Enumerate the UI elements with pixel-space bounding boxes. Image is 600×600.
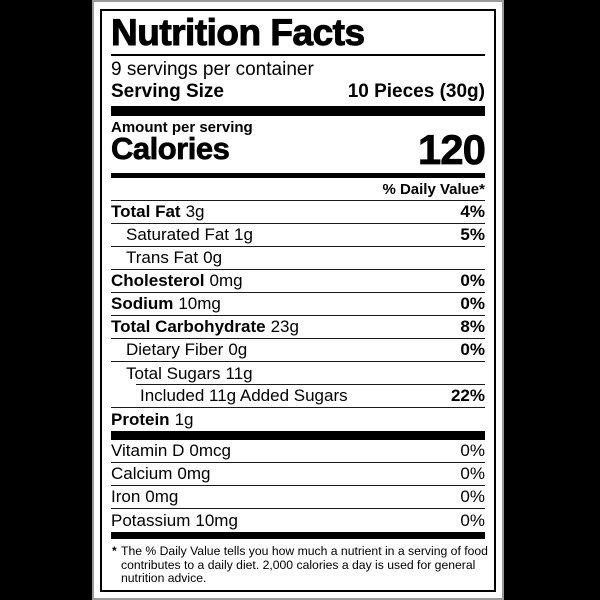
vitamin-amount: 0mcg bbox=[189, 441, 231, 460]
calories-label: Calories bbox=[111, 131, 231, 167]
nutrient-amount: 1g bbox=[174, 409, 194, 429]
nutrient-name: Total Sugars bbox=[126, 363, 221, 383]
serving-size-label: Serving Size bbox=[111, 81, 224, 102]
nutrient-amount: 0g bbox=[228, 340, 248, 359]
vitamin-name: Iron bbox=[111, 487, 141, 506]
divider-thick-middle bbox=[111, 431, 485, 440]
vitamin-row-calcium: Calcium 0mg 0% bbox=[111, 463, 485, 486]
nutrient-name: Dietary Fiber bbox=[126, 340, 224, 359]
nutrient-amount: 23g bbox=[270, 317, 299, 336]
vitamin-name: Calcium bbox=[111, 464, 173, 483]
serving-size-value: 10 Pieces (30g) bbox=[347, 81, 485, 102]
nutrient-row-protein: Protein 1g bbox=[111, 408, 485, 431]
footnote-asterisk: * bbox=[112, 544, 117, 558]
divider-medium bbox=[111, 173, 485, 178]
divider-thick-top bbox=[111, 106, 485, 116]
nutrient-name: Total Carbohydrate bbox=[111, 317, 266, 336]
nutrient-name: Sodium bbox=[111, 294, 174, 313]
amount-per-serving-label: Amount per serving bbox=[111, 119, 253, 136]
nutrient-row-total-fat: Total Fat 3g 4% bbox=[111, 201, 485, 224]
nutrient-dv: 4% bbox=[460, 202, 485, 221]
nutrient-name: Protein bbox=[111, 409, 170, 429]
nutrient-amount: 3g bbox=[185, 202, 205, 221]
label-title: Nutrition Facts bbox=[111, 11, 485, 56]
vitamin-dv: 0% bbox=[460, 510, 485, 530]
nutrient-row-saturated-fat: Saturated Fat 1g 5% bbox=[111, 224, 485, 247]
label-card: Nutrition Facts 9 servings per container… bbox=[92, 0, 504, 600]
vitamin-dv: 0% bbox=[460, 487, 485, 506]
nutrient-dv: 8% bbox=[460, 317, 485, 336]
nutrient-row-sodium: Sodium 10mg 0% bbox=[111, 293, 485, 316]
vitamin-row-vitamin-d: Vitamin D 0mcg 0% bbox=[111, 440, 485, 463]
nutrient-row-total-carbohydrate: Total Carbohydrate 23g 8% bbox=[111, 316, 485, 339]
nutrient-name: Cholesterol bbox=[111, 271, 205, 290]
nutrient-dv: 0% bbox=[460, 294, 485, 313]
nutrient-dv: 5% bbox=[460, 225, 485, 244]
nutrient-dv: 0% bbox=[460, 271, 485, 290]
nutrient-amount: 11g bbox=[225, 363, 253, 383]
daily-value-header: % Daily Value* bbox=[111, 178, 485, 201]
vitamin-amount: 0mg bbox=[177, 464, 211, 483]
nutrient-dv: 0% bbox=[460, 340, 485, 359]
serving-size-row: Serving Size 10 Pieces (30g) bbox=[111, 80, 485, 106]
vitamin-name: Vitamin D bbox=[111, 441, 185, 460]
nutrient-dv: 22% bbox=[450, 386, 485, 405]
vitamin-rows: Vitamin D 0mcg 0% Calcium 0mg 0% Iron 0m… bbox=[111, 440, 485, 532]
divider-thick-bottom bbox=[111, 532, 485, 539]
vitamin-row-potassium: Potassium 10mg 0% bbox=[111, 509, 485, 532]
nutrient-name: Included 11g Added Sugars bbox=[140, 386, 348, 405]
calories-row: Calories 120 bbox=[111, 126, 487, 173]
vitamin-amount: 0mg bbox=[145, 487, 179, 506]
nutrient-row-added-sugars: Included 11g Added Sugars 22% bbox=[111, 385, 485, 408]
vitamin-amount: 10mg bbox=[195, 510, 238, 530]
footnote-line: nutrition advice. bbox=[121, 571, 207, 585]
nutrient-rows: Total Fat 3g 4% Saturated Fat 1g 5% Tran… bbox=[111, 201, 485, 431]
vitamin-name: Potassium bbox=[111, 510, 191, 530]
calories-value: 120 bbox=[417, 126, 487, 173]
nutrient-row-trans-fat: Trans Fat 0g bbox=[111, 247, 485, 270]
footnote: * The % Daily Value tells you how much a… bbox=[111, 539, 488, 586]
servings-per-container: 9 servings per container bbox=[111, 59, 314, 80]
nutrient-amount: 10mg bbox=[178, 294, 221, 313]
nutrition-facts-label: Nutrition Facts 9 servings per container… bbox=[100, 9, 496, 592]
nutrient-amount: 0mg bbox=[209, 271, 243, 290]
nutrient-name: Total Fat bbox=[111, 202, 181, 221]
nutrient-row-total-sugars: Total Sugars 11g bbox=[111, 362, 485, 385]
nutrient-row-dietary-fiber: Dietary Fiber 0g 0% bbox=[111, 339, 485, 362]
footnote-line: The % Daily Value tells you how much a n… bbox=[121, 544, 488, 558]
footnote-text: The % Daily Value tells you how much a n… bbox=[121, 544, 488, 586]
vitamin-dv: 0% bbox=[460, 441, 485, 460]
nutrient-row-cholesterol: Cholesterol 0mg 0% bbox=[111, 270, 485, 293]
vitamin-row-iron: Iron 0mg 0% bbox=[111, 486, 485, 509]
nutrient-name: Trans Fat bbox=[126, 248, 199, 267]
nutrient-amount: 0g bbox=[203, 248, 223, 267]
nutrient-amount: 1g bbox=[234, 225, 253, 244]
footnote-line: contributes to a daily diet. 2,000 calor… bbox=[121, 557, 476, 572]
nutrient-name: Saturated Fat bbox=[126, 225, 230, 244]
vitamin-dv: 0% bbox=[460, 464, 485, 483]
